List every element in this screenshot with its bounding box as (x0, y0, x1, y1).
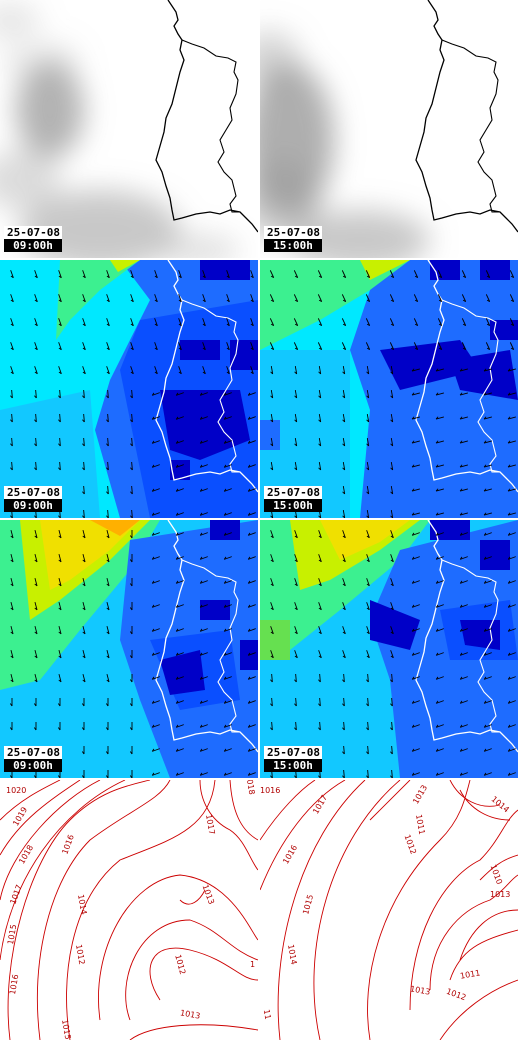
isobar-lines (260, 780, 518, 1040)
country-border (181, 299, 240, 473)
hour-label: 09:00h (4, 759, 62, 772)
hour-label: 09:00h (4, 499, 62, 512)
isobar-label: 1020 (6, 786, 27, 795)
wind-speed-field (260, 520, 518, 778)
date-label: 25-07-08 (264, 746, 322, 759)
pressure-panel-0900: 1020 1019 1018 1017 1016 1015 1014 1013 1012 1012… (0, 780, 258, 1040)
wind-speed-field (0, 520, 258, 778)
hour-label: 15:00h (264, 759, 322, 772)
timestamp-label: 25-07-08 09:00h (4, 486, 62, 512)
wind-panel-b-1500: 25-07-08 15:00h (260, 520, 518, 778)
wind-panel-a-0900: 25-07-08 09:00h (0, 260, 258, 518)
wind-panel-a-1500: 25-07-08 15:00h (260, 260, 518, 518)
hour-label: 15:00h (264, 239, 322, 252)
wind-vector-field (269, 270, 516, 518)
isobar-label: 1013 (490, 890, 511, 899)
date-label: 25-07-08 (4, 486, 62, 499)
hour-label: 09:00h (4, 239, 62, 252)
date-label: 25-07-08 (4, 226, 62, 239)
country-border (181, 559, 240, 733)
coastline (415, 260, 518, 493)
country-border (441, 299, 500, 473)
cloud-panel-1500: 25-07-08 15:00h (260, 0, 518, 258)
timestamp-label: 25-07-08 09:00h (4, 226, 62, 252)
wind-vector-field (10, 270, 256, 518)
wind-vector-field (9, 530, 256, 778)
cloud-cover (260, 30, 430, 258)
wind-speed-field (0, 260, 258, 518)
coastline (155, 520, 258, 753)
country-border (441, 39, 500, 213)
isobar-label: 11 (261, 1008, 273, 1021)
isobar-label: 1 (250, 960, 256, 969)
timestamp-label: 25-07-08 15:00h (264, 746, 322, 772)
coastline (155, 0, 258, 233)
date-label: 25-07-08 (264, 486, 322, 499)
cloud-cover (0, 2, 240, 258)
timestamp-label: 25-07-08 09:00h (4, 746, 62, 772)
date-label: 25-07-08 (4, 746, 62, 759)
country-border (441, 559, 500, 733)
cloud-panel-0900: 25-07-08 09:00h (0, 0, 258, 258)
isobar-label: 1016 (260, 786, 281, 795)
date-label: 25-07-08 (264, 226, 322, 239)
country-border (181, 39, 240, 213)
wind-panel-b-0900: 25-07-08 09:00h (0, 520, 258, 778)
hour-label: 15:00h (264, 499, 322, 512)
timestamp-label: 25-07-08 15:00h (264, 486, 322, 512)
coastline (415, 0, 518, 233)
coastline (155, 260, 258, 493)
isobar-lines (0, 780, 258, 1040)
timestamp-label: 25-07-08 15:00h (264, 226, 322, 252)
wind-speed-field (260, 260, 518, 518)
pressure-panel-1500: 1016 1017 1016 1015 1014 1013 1011 1010 1012 1011… (260, 780, 518, 1040)
coastline (415, 520, 518, 753)
